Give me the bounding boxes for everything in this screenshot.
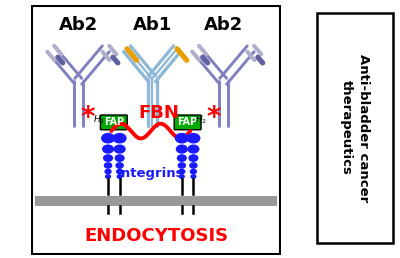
Ellipse shape [102,134,114,143]
Bar [35,196,277,206]
Ellipse shape [117,170,123,174]
Text: $H_2$: $H_2$ [93,114,106,126]
Ellipse shape [113,134,126,143]
Ellipse shape [189,155,198,161]
Ellipse shape [179,170,185,174]
Ellipse shape [187,134,200,143]
Ellipse shape [178,155,186,161]
Ellipse shape [116,163,123,168]
Ellipse shape [190,163,197,168]
Text: $H_2$: $H_2$ [195,114,207,126]
Ellipse shape [104,163,112,168]
Text: Anti-bladder cancer
therapeutics: Anti-bladder cancer therapeutics [340,54,370,202]
Text: FBN: FBN [138,104,179,122]
Ellipse shape [114,145,125,153]
Ellipse shape [103,145,113,153]
Ellipse shape [176,145,187,153]
Ellipse shape [190,170,196,174]
Ellipse shape [117,175,122,178]
Text: *: * [80,104,95,132]
Ellipse shape [188,145,199,153]
FancyBboxPatch shape [174,115,201,130]
Text: Ab2: Ab2 [59,16,98,34]
Text: Ab2: Ab2 [204,16,243,34]
Text: FAP: FAP [178,117,198,127]
Text: Ab1: Ab1 [132,16,172,34]
Ellipse shape [115,155,124,161]
Text: Integrins: Integrins [117,167,184,180]
Ellipse shape [104,155,112,161]
Ellipse shape [178,163,185,168]
Ellipse shape [105,170,111,174]
Text: FAP: FAP [104,117,124,127]
Ellipse shape [180,175,184,178]
Ellipse shape [176,134,188,143]
FancyBboxPatch shape [100,115,127,130]
Text: ENDOCYTOSIS: ENDOCYTOSIS [84,227,228,245]
Ellipse shape [106,175,110,178]
Text: *: * [207,104,221,132]
Ellipse shape [191,175,196,178]
